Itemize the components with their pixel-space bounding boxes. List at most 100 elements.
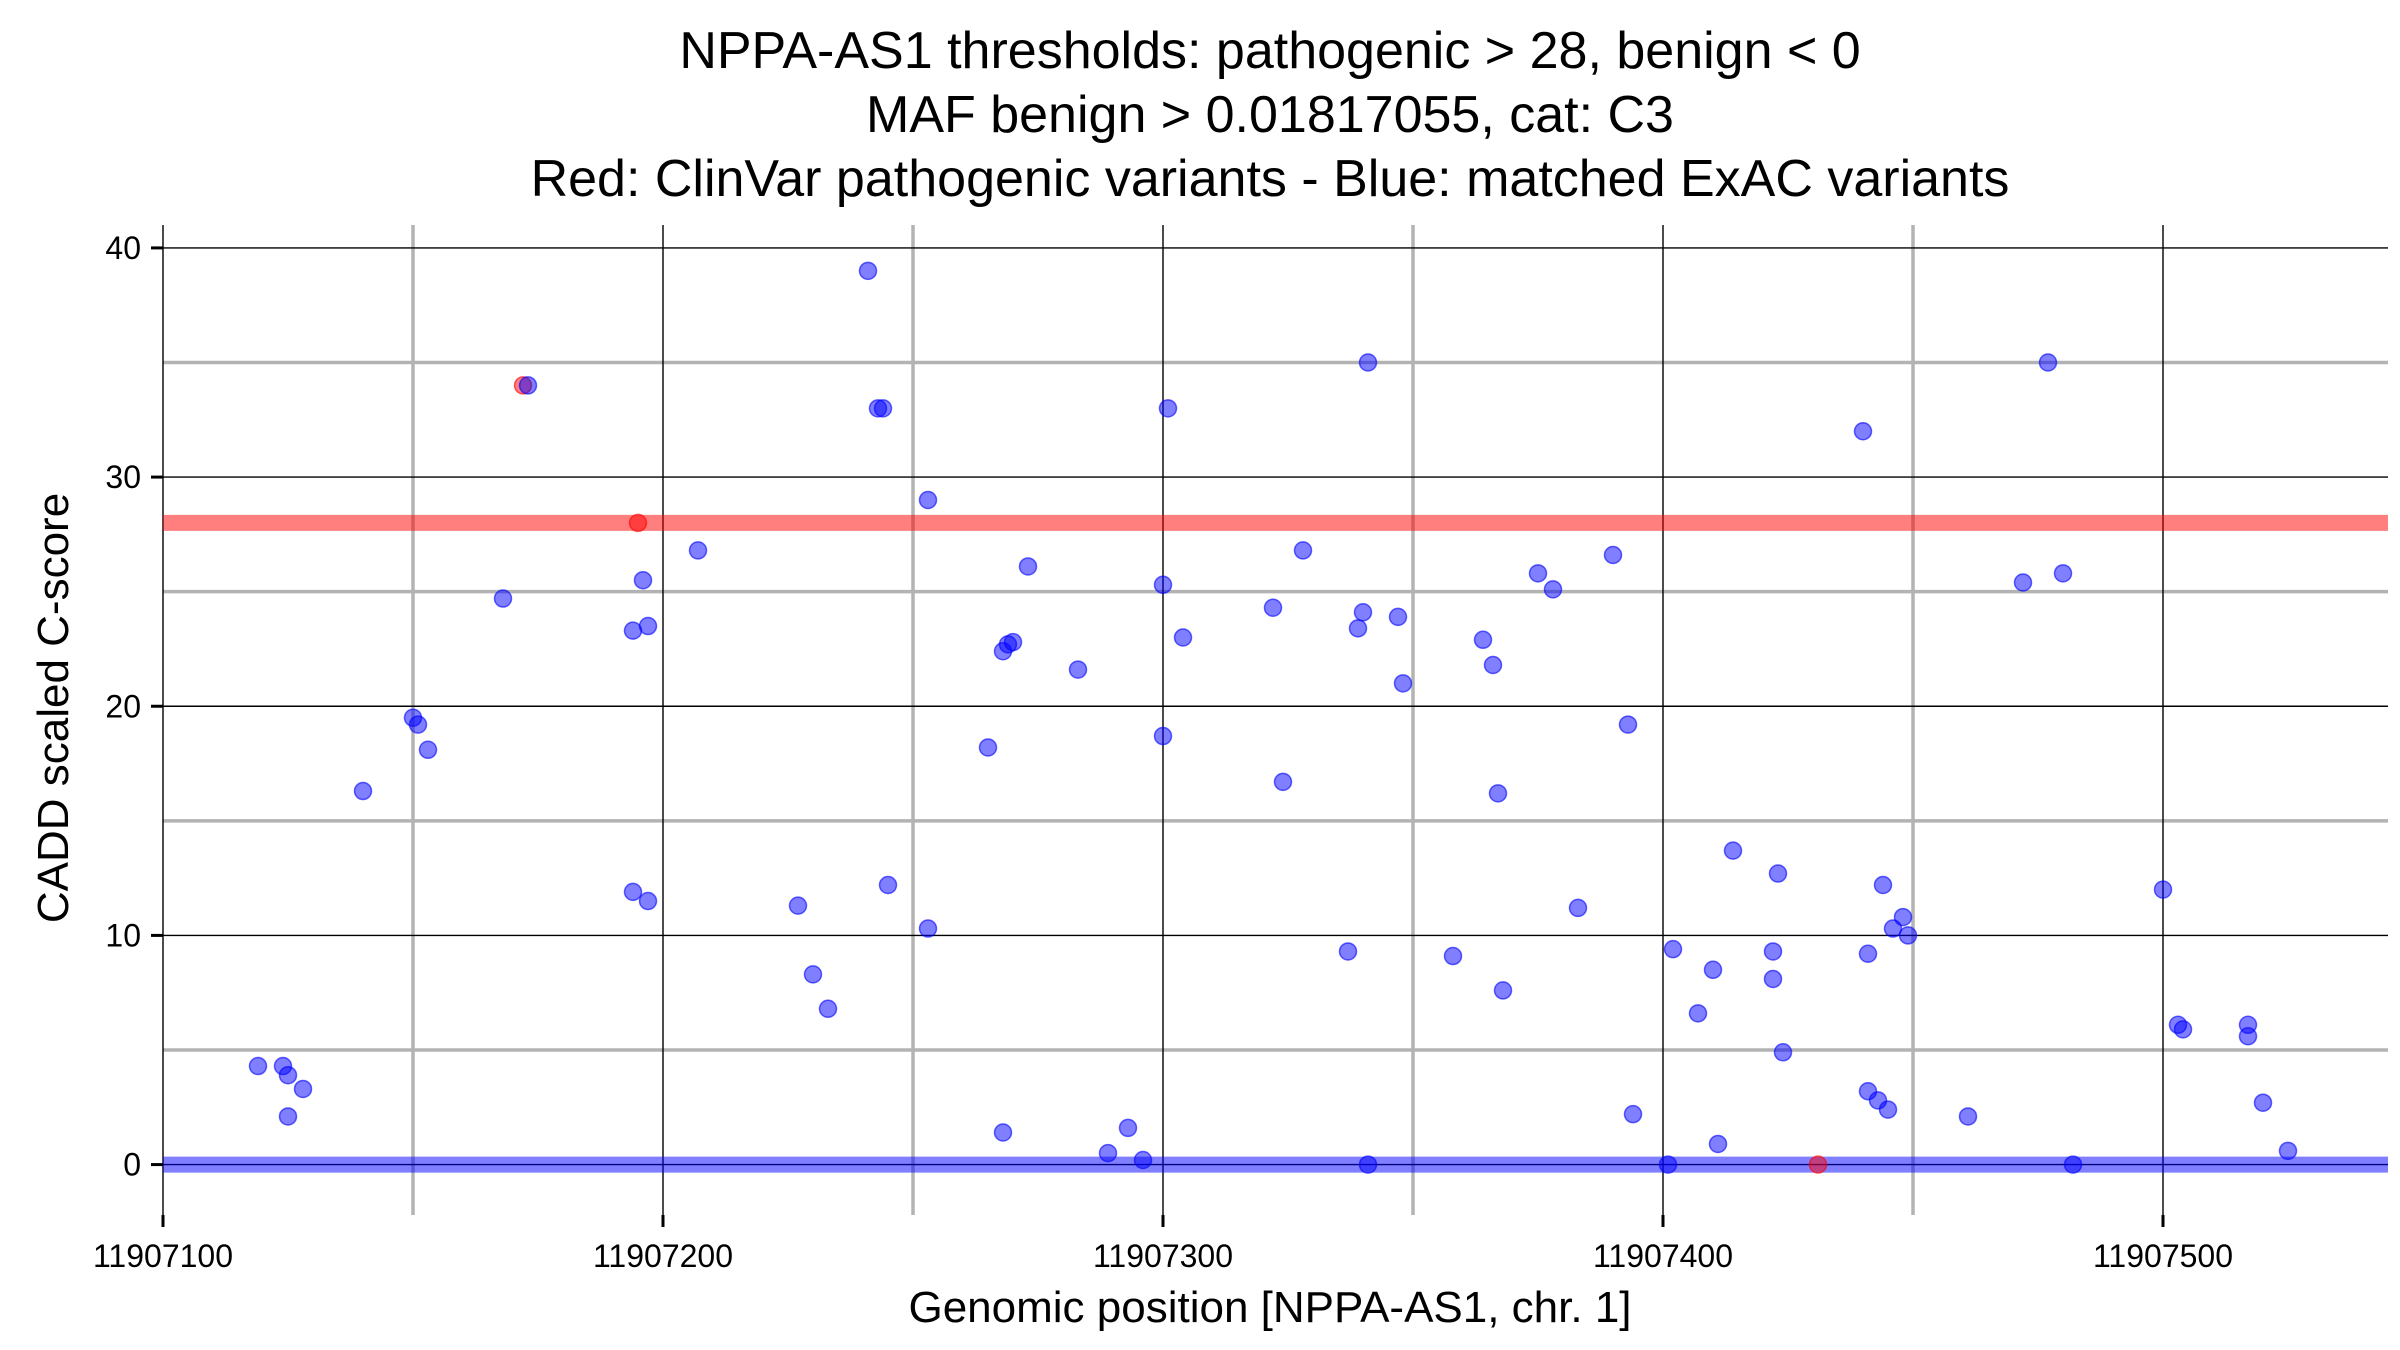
- y-tick-label: 0: [123, 1147, 141, 1183]
- data-point: [993, 1123, 1013, 1142]
- data-point: [1388, 607, 1408, 627]
- data-point: [1003, 632, 1023, 652]
- data-point: [1688, 1004, 1708, 1023]
- data-point: [1153, 575, 1173, 595]
- data-point: [1858, 944, 1878, 963]
- x-tick-label: 11907200: [593, 1238, 733, 1274]
- data-point: [2238, 1027, 2258, 1046]
- data-point: [2153, 880, 2173, 899]
- data-point: [1663, 939, 1683, 959]
- data-point: [1358, 353, 1378, 372]
- data-point: [1763, 942, 1783, 961]
- data-point: [2253, 1093, 2273, 1112]
- data-point: [1263, 598, 1283, 617]
- data-point: [638, 891, 658, 911]
- y-tick-label: 30: [105, 459, 141, 495]
- data-point: [293, 1079, 313, 1099]
- data-point: [1658, 1155, 1678, 1174]
- data-point: [918, 490, 938, 510]
- data-point: [1133, 1150, 1153, 1170]
- data-point: [2013, 573, 2033, 592]
- data-point: [1358, 1155, 1378, 1174]
- data-point: [1348, 619, 1368, 638]
- data-point: [1338, 942, 1358, 961]
- data-point: [1098, 1143, 1118, 1163]
- y-axis-ticks: 0 10 20 30 40: [105, 230, 163, 1183]
- data-point: [2173, 1020, 2193, 1039]
- data-point: [353, 781, 373, 801]
- data-point: [1393, 674, 1413, 693]
- data-point: [2038, 353, 2058, 372]
- data-point: [1768, 864, 1788, 883]
- title-line-1: NPPA-AS1 thresholds: pathogenic > 28, be…: [679, 22, 1860, 80]
- x-axis-ticks: 11907100 11907200 11907300 11907400 11907500: [93, 1215, 2233, 1274]
- data-point: [2278, 1141, 2298, 1161]
- data-point: [1018, 557, 1038, 576]
- data-point: [2063, 1155, 2083, 1174]
- data-point: [1273, 772, 1293, 792]
- major-gridlines: [162, 225, 2388, 1215]
- data-point: [408, 715, 428, 734]
- data-point: [1958, 1107, 1978, 1126]
- data-point: [1353, 603, 1373, 622]
- data-point: [1483, 655, 1503, 675]
- data-point: [1763, 969, 1783, 989]
- x-tick-label: 11907300: [1093, 1238, 1233, 1274]
- data-point: [1878, 1100, 1898, 1119]
- data-point: [878, 875, 898, 895]
- data-point: [1708, 1134, 1728, 1154]
- data-point: [278, 1107, 298, 1126]
- data-point: [278, 1065, 298, 1085]
- data-point: [638, 616, 658, 636]
- data-point: [978, 738, 998, 757]
- data-point: [918, 919, 938, 938]
- data-point: [1568, 898, 1588, 918]
- x-tick-label: 11907400: [1593, 1238, 1733, 1274]
- data-point: [518, 376, 538, 395]
- title-line-3: Red: ClinVar pathogenic variants - Blue:…: [531, 150, 2010, 208]
- minor-gridlines: [163, 225, 2388, 1215]
- data-point: [633, 570, 653, 590]
- data-point: [493, 589, 513, 608]
- data-point: [1473, 630, 1493, 650]
- y-tick-label: 10: [105, 917, 141, 953]
- data-point: [788, 896, 808, 915]
- data-point: [1723, 841, 1743, 860]
- data-point: [248, 1056, 268, 1076]
- data-point: [1703, 960, 1723, 980]
- data-point: [2053, 564, 2073, 583]
- plot-area: [162, 225, 2388, 1215]
- data-point: [1158, 399, 1178, 418]
- x-tick-label: 11907100: [93, 1238, 233, 1274]
- data-point: [1893, 907, 1913, 927]
- data-point: [688, 541, 708, 560]
- title-line-2: MAF benign > 0.01817055, cat: C3: [866, 86, 1674, 144]
- data-point: [1898, 926, 1918, 945]
- data-point: [1808, 1155, 1828, 1174]
- data-point: [1068, 660, 1088, 679]
- data-point: [1543, 580, 1563, 599]
- x-tick-label: 11907500: [2093, 1238, 2233, 1274]
- data-point: [1623, 1104, 1643, 1124]
- data-point: [1853, 422, 1873, 441]
- data-point: [1293, 541, 1313, 560]
- axes: 11907100 11907200 11907300 11907400 11907500…: [29, 230, 2233, 1332]
- data-point: [1873, 875, 1893, 895]
- data-point: [873, 399, 893, 418]
- data-points: [248, 261, 2298, 1174]
- data-point: [1488, 784, 1508, 803]
- data-point: [1773, 1043, 1793, 1062]
- data-point: [1603, 545, 1623, 565]
- data-point: [1173, 628, 1193, 647]
- data-point: [818, 999, 838, 1018]
- data-point: [1618, 715, 1638, 734]
- x-axis-title: Genomic position [NPPA-AS1, chr. 1]: [908, 1283, 1631, 1332]
- y-tick-label: 20: [105, 688, 141, 724]
- data-point: [1528, 564, 1548, 583]
- y-axis-title: CADD scaled C-score: [29, 493, 78, 923]
- data-point: [1153, 726, 1173, 746]
- data-point: [858, 261, 878, 281]
- data-point: [1493, 981, 1513, 1000]
- data-point: [418, 740, 438, 760]
